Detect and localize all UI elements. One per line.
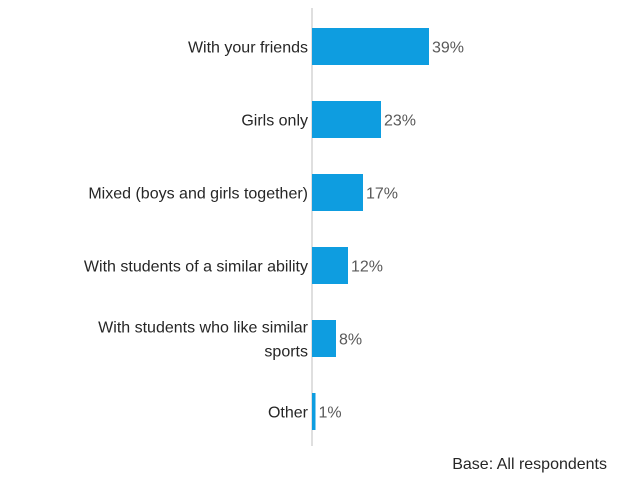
value-label: 39% (432, 40, 464, 57)
value-label: 23% (384, 113, 416, 130)
category-label: With your friends (188, 40, 308, 57)
value-label: 1% (319, 405, 342, 422)
bar (312, 393, 316, 430)
category-label: Mixed (boys and girls together) (88, 186, 308, 203)
category-label: With students who like similar sports (98, 320, 309, 361)
base-footnote: Base: All respondents (452, 456, 607, 473)
category-label: Girls only (241, 113, 308, 130)
category-label: Other (268, 405, 309, 422)
bar (312, 320, 336, 357)
value-label: 17% (366, 186, 398, 203)
category-labels: With your friends Girls only Mixed (boys a… (84, 40, 309, 422)
bars (312, 28, 429, 430)
bar (312, 28, 429, 65)
bar (312, 101, 381, 138)
value-label: 12% (351, 259, 383, 276)
value-label: 8% (339, 332, 362, 349)
category-label: With students of a similar ability (84, 259, 308, 276)
value-labels: 39% 23% 17% 12% 8% 1% (319, 40, 465, 422)
bar (312, 174, 363, 211)
bar (312, 247, 348, 284)
